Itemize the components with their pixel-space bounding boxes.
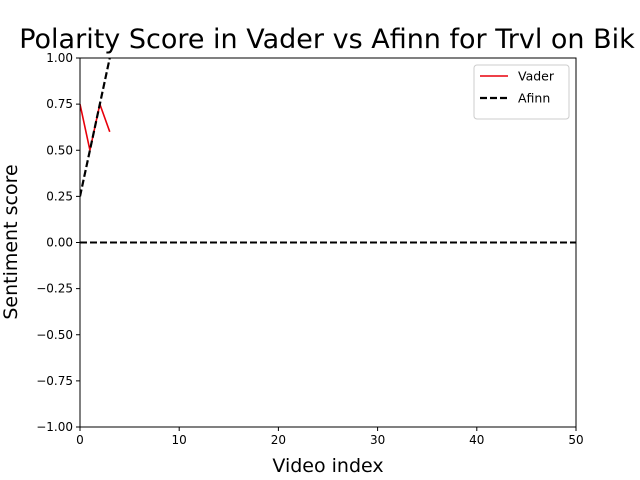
axis-ticks: 0 10 20 30 40 50 −1.00 −0.75 −0.50 −0.25 0.00 0.25 0… [36,51,583,447]
series-line-afinn [80,58,111,197]
x-tick-label: 30 [370,433,385,447]
legend-label-vader: Vader [518,69,555,84]
y-tick-label: 0.00 [46,236,73,250]
y-tick-label: 0.25 [46,189,73,203]
x-tick-label: 20 [271,433,286,447]
legend-box [473,64,570,120]
x-tick-label: 50 [568,433,583,447]
chart-title: Polarity Score in Vader vs Afinn for Trv… [19,24,635,55]
y-tick-label: −1.00 [36,420,73,434]
x-axis-label: Video index [272,455,383,477]
y-tick-label: −0.50 [36,328,73,342]
y-axis-label: Sentiment score [0,164,22,319]
legend-label-afinn: Afinn [518,91,550,106]
x-tick-label: 0 [76,433,84,447]
y-tick-label: 0.75 [46,97,73,111]
x-tick-label: 10 [172,433,187,447]
y-tick-label: −0.25 [36,282,73,296]
legend: Vader Afinn [473,64,570,120]
plot-area [80,58,576,244]
y-tick-label: 0.50 [46,143,73,157]
y-tick-label: 1.00 [46,51,73,65]
y-tick-label: −0.75 [36,374,73,388]
x-tick-label: 40 [469,433,484,447]
